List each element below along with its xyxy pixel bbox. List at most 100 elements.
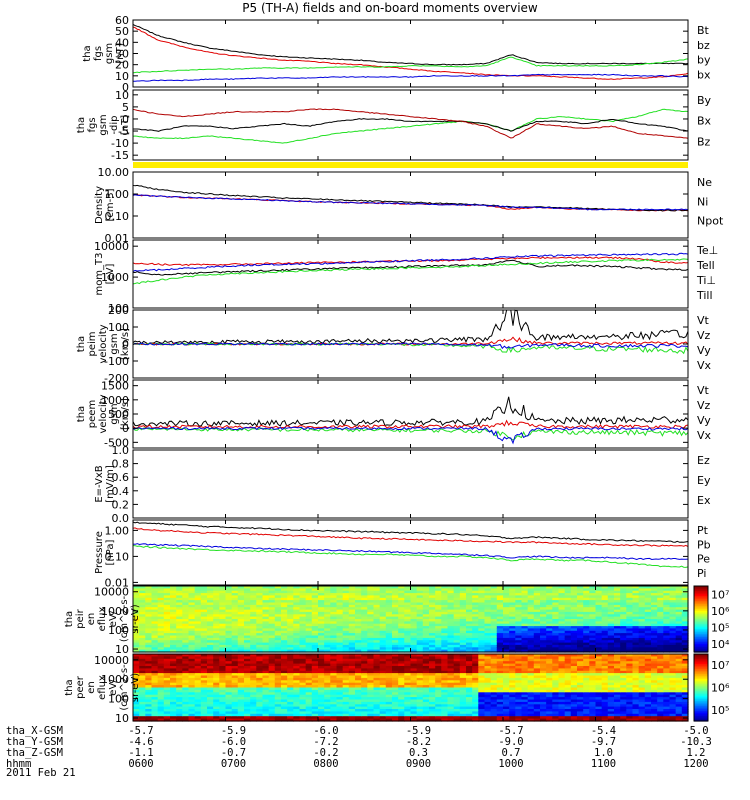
panel-peer_en_eflux-cell <box>416 670 424 674</box>
panel-peer_en_eflux-cell <box>496 682 504 686</box>
panel-peer_en_eflux-cell <box>540 694 547 698</box>
panel-peer_en_eflux-cell <box>521 658 529 662</box>
panel-peir_en_eflux-cell <box>416 644 424 648</box>
panel-peir_en_eflux-cell <box>367 633 375 637</box>
panel-peer_en_eflux-cell <box>515 670 523 674</box>
panel-peir_en_eflux-cell <box>398 637 405 641</box>
panel-peir_en_eflux-cell <box>145 644 153 648</box>
panel-peir_en_eflux-cell <box>225 621 233 625</box>
panel-peir_en_eflux-cell <box>281 604 288 608</box>
panel-peir_en_eflux-cell <box>188 630 196 634</box>
panel-peir_en_eflux-cell <box>355 628 362 632</box>
panel-peir_en_eflux-cell <box>577 640 584 644</box>
panel-peer_en_eflux-cell <box>644 675 652 679</box>
panel-peir_en_eflux-cell <box>416 626 424 630</box>
panel-peir_en_eflux-cell <box>429 607 436 611</box>
panel-peer_en_eflux-cell <box>237 685 245 689</box>
panel-peer_en_eflux-cell <box>644 682 652 686</box>
panel-peer_en_eflux-cell <box>644 692 652 696</box>
panel-peer_en_eflux-cell <box>305 668 313 672</box>
panel-peir_en_eflux-cell <box>466 611 473 615</box>
panel-peer_en_eflux-cell <box>176 716 183 720</box>
panel-peer_en_eflux-cell <box>348 666 356 669</box>
panel-peir_en_eflux-cell <box>490 597 498 601</box>
panel-peir_en_eflux-cell <box>311 619 319 622</box>
panel-peer_en_eflux-cell <box>490 668 498 672</box>
panel-peir_en_eflux-cell <box>250 621 257 625</box>
panel-peer_en_eflux-cell <box>385 692 393 696</box>
panel-peir_en_eflux-cell <box>188 609 196 613</box>
panel-peer_en_eflux-cell <box>231 682 239 686</box>
panel-peir_en_eflux-cell <box>521 626 529 630</box>
panel-peer_en_eflux-cell <box>262 668 270 672</box>
panel-peer_en_eflux-cell <box>342 677 350 681</box>
panel-peer_en_eflux-cell <box>355 704 362 708</box>
panel-peir_en_eflux-cell <box>540 586 547 589</box>
panel-peir_en_eflux-cell <box>663 626 671 630</box>
panel-peir_en_eflux-cell <box>614 647 621 651</box>
panel-peer_en_eflux-cell <box>620 701 627 705</box>
panel-peir_en_eflux-cell <box>361 607 368 611</box>
panel-peir_en_eflux-cell <box>490 588 498 592</box>
panel-peer_en_eflux-cell <box>342 706 350 710</box>
panel-peir_en_eflux-cell <box>583 642 590 646</box>
panel-peir_en_eflux-cell <box>577 595 584 599</box>
panel-peir_en_eflux-cell <box>324 590 331 594</box>
panel-peir_en_eflux-cell <box>607 600 615 604</box>
panel-peir_en_eflux-cell <box>663 647 671 651</box>
panel-peer_en_eflux-cell <box>601 663 609 667</box>
panel-peir_en_eflux-cell <box>435 607 442 611</box>
panel-peer_en_eflux-cell <box>373 713 381 717</box>
panel-peir_en_eflux-cell <box>151 588 159 592</box>
panel-peir_en_eflux-cell <box>472 611 479 615</box>
panel-peir_en_eflux-cell <box>472 635 479 639</box>
panel-peer_en_eflux-cell <box>361 685 368 689</box>
panel-peer_en_eflux-cell <box>503 704 510 708</box>
panel-peer_en_eflux-cell <box>207 663 214 667</box>
panel-peir_en_eflux-cell <box>392 619 399 622</box>
panel-peer_en_eflux-cell <box>564 677 572 681</box>
panel-peir_en_eflux-cell <box>675 595 683 599</box>
panel-peir_en_eflux-cell <box>638 647 646 651</box>
panel-peir_en_eflux-cell <box>330 642 338 646</box>
panel-peir_en_eflux-cell <box>496 602 504 606</box>
panel-peer_en_eflux-cell <box>225 718 233 722</box>
panel-peir_en_eflux-cell <box>681 633 689 637</box>
panel-peir_en_eflux-cell <box>348 614 356 618</box>
panel-peir_en_eflux-cell <box>299 633 307 637</box>
panel-peir_en_eflux-colorbar-step <box>694 635 708 638</box>
panel-peer_en_eflux-cell <box>151 713 159 717</box>
panel-peir_en_eflux-cell <box>552 616 560 620</box>
panel-peir_en_eflux-cell <box>533 595 541 599</box>
panel-peer_en_eflux-cell <box>509 713 516 717</box>
panel-peir_en_eflux-cell <box>367 593 375 597</box>
panel-peer_en_eflux-cell <box>151 704 159 708</box>
panel-peir_en_eflux-cell <box>398 595 405 599</box>
panel-peer_en_eflux-cell <box>441 716 449 720</box>
panel-peer_en_eflux-cell <box>626 675 634 679</box>
panel-peir_en_eflux-colorbar-step <box>694 610 708 614</box>
panel-peir_en_eflux-cell <box>379 649 387 653</box>
panel-peir_en_eflux-cell <box>182 626 190 630</box>
panel-peir_en_eflux-cell <box>287 611 294 615</box>
panel-peer_en_eflux-cell <box>638 706 646 710</box>
panel-peir_en_eflux-cell <box>163 590 171 594</box>
panel-peir_en_eflux-cell <box>496 630 504 634</box>
panel-peer_en_eflux-cell <box>663 701 671 705</box>
panel-peer_en_eflux-cell <box>657 677 664 681</box>
panel-peir_en_eflux-cell <box>318 635 325 639</box>
panel-peer_en_eflux-cell <box>484 677 492 681</box>
panel-peir_en_eflux-cell <box>200 595 208 599</box>
panel-peer_en_eflux-cell <box>305 716 313 720</box>
panel-peer_en_eflux-cell <box>589 694 597 698</box>
panel-peer_en_eflux-cell <box>182 658 190 662</box>
panel-peir_en_eflux-cell <box>533 602 541 606</box>
panel-peer_en_eflux-cell <box>385 711 393 715</box>
panel-peer_en_eflux-cell <box>225 716 233 720</box>
panel-peir_en_eflux-cell <box>570 590 578 594</box>
panel-peer_en_eflux-cell <box>139 689 146 693</box>
panel-peer_en_eflux-cell <box>657 687 664 691</box>
panel-peir_en_eflux-cell <box>299 623 307 627</box>
panel-peer_en_eflux-cell <box>441 682 449 686</box>
panel-peir_en_eflux-cell <box>268 602 276 606</box>
